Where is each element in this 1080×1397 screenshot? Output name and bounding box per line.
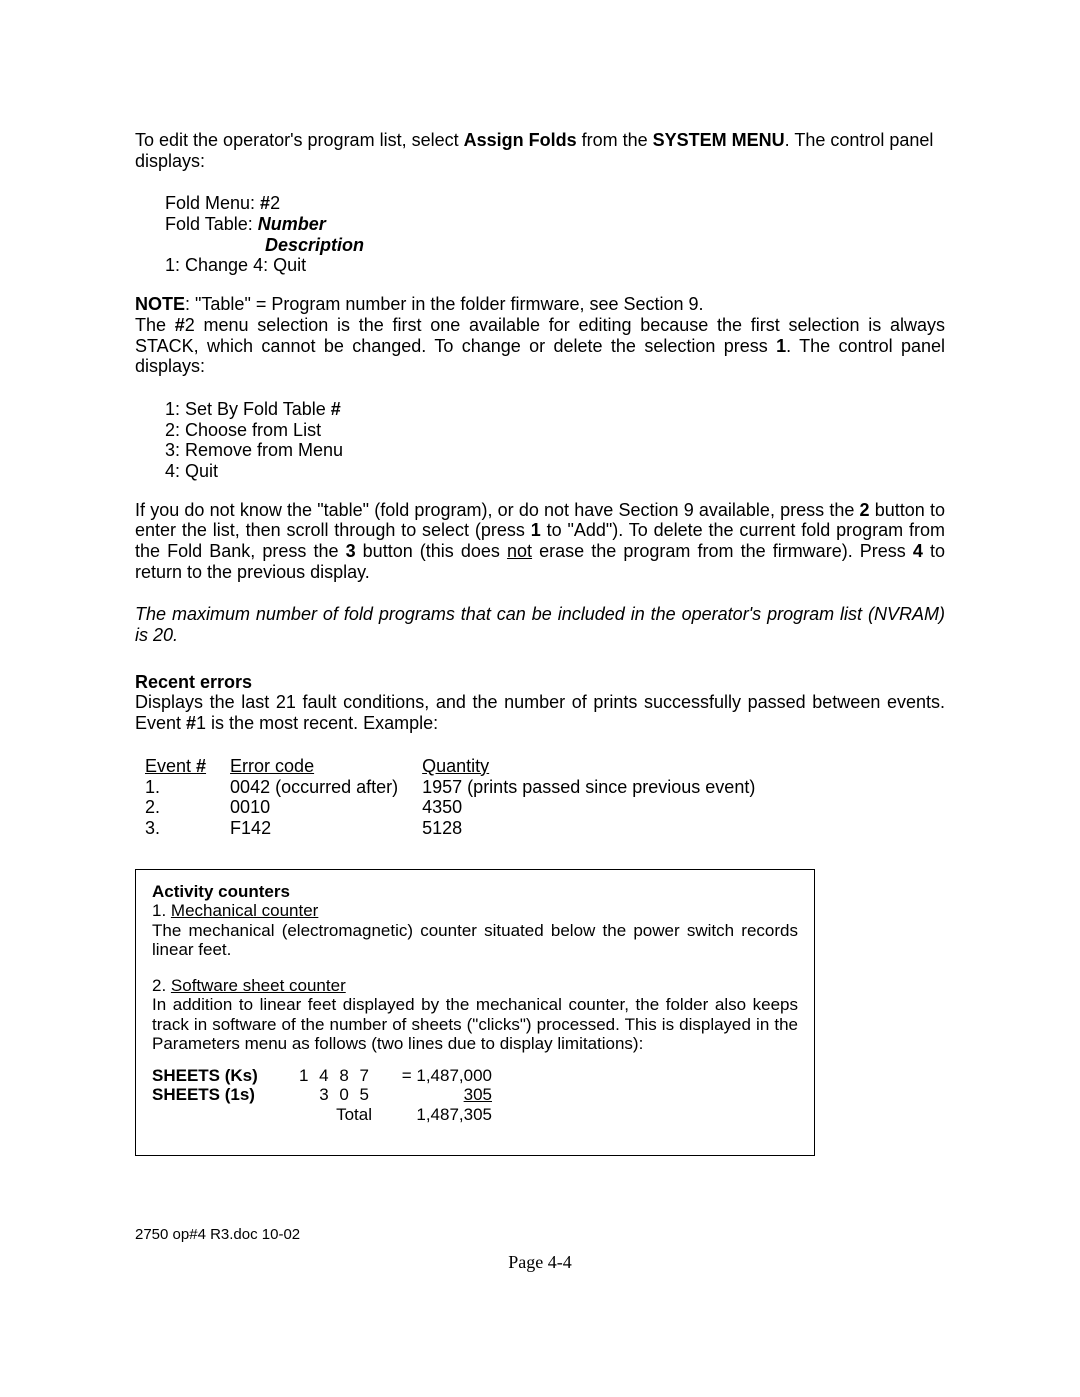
- text: Fold Table:: [165, 214, 258, 234]
- col-qty: Quantity: [422, 756, 779, 777]
- activity-heading: Activity counters: [152, 882, 798, 902]
- menu-item: 1: Set By Fold Table #: [165, 399, 945, 420]
- page-number: Page 4-4: [0, 1252, 1080, 1273]
- recent-errors-desc: Displays the last 21 fault conditions, a…: [135, 692, 945, 733]
- col-event: Event #: [135, 756, 230, 777]
- fold-menu-display: Fold Menu: #2 Fold Table: Number Descrip…: [165, 193, 945, 276]
- text: Software sheet counter: [171, 976, 346, 995]
- text: If you do not know the "table" (fold pro…: [135, 500, 860, 520]
- col-code: Error code: [230, 756, 422, 777]
- cell: = 1,487,000: [372, 1066, 492, 1086]
- line: Fold Menu: #2: [165, 193, 945, 214]
- menu-item: 4: Quit: [165, 461, 945, 482]
- text: #: [260, 193, 270, 213]
- line: 1: Change 4: Quit: [165, 255, 945, 276]
- table-header-row: Event # Error code Quantity: [135, 756, 779, 777]
- table-row: SHEETS (Ks) 1 4 8 7 = 1,487,000: [152, 1066, 492, 1086]
- text: Event: [145, 756, 196, 776]
- cell: [152, 1105, 282, 1125]
- text: button (this does: [356, 541, 507, 561]
- text: : "Table" = Program number in the folder…: [185, 294, 704, 314]
- cell: 1.: [135, 777, 230, 798]
- instructions-paragraph: If you do not know the "table" (fold pro…: [135, 500, 945, 583]
- text: 1: Set By Fold Table: [165, 399, 331, 419]
- table-row: Total 1,487,305: [152, 1105, 492, 1125]
- software-counter-desc: In addition to linear feet displayed by …: [152, 995, 798, 1054]
- subheading-2: 2. Software sheet counter: [152, 976, 798, 996]
- cell: 0010: [230, 797, 422, 818]
- table-row: 1. 0042 (occurred after) 1957 (prints pa…: [135, 777, 779, 798]
- text: 2: [270, 193, 280, 213]
- table-row: 3. F142 5128: [135, 818, 779, 839]
- text: 3: [346, 541, 356, 561]
- cell: 5128: [422, 818, 779, 839]
- note-paragraph: NOTE: "Table" = Program number in the fo…: [135, 294, 945, 377]
- text: #: [186, 713, 196, 733]
- text: The: [135, 315, 175, 335]
- table-row: 2. 0010 4350: [135, 797, 779, 818]
- text: To edit the operator's program list, sel…: [135, 130, 464, 150]
- cell: 1957 (prints passed since previous event…: [422, 777, 779, 798]
- recent-errors-heading: Recent errors: [135, 672, 945, 693]
- text: 2: [860, 500, 870, 520]
- cell: SHEETS (1s): [152, 1085, 282, 1105]
- footer-doc-id: 2750 op#4 R3.doc 10-02: [135, 1226, 945, 1243]
- text: 1 is the most recent. Example:: [196, 713, 438, 733]
- text: Fold Menu:: [165, 193, 260, 213]
- cell: 3.: [135, 818, 230, 839]
- menu-item: 3: Remove from Menu: [165, 440, 945, 461]
- assign-folds-label: Assign Folds: [464, 130, 577, 150]
- cell: F142: [230, 818, 422, 839]
- text: 4: [913, 541, 923, 561]
- system-menu-label: SYSTEM MENU: [653, 130, 785, 150]
- text: #: [175, 315, 185, 335]
- text: not: [507, 541, 532, 561]
- text: Number: [258, 214, 326, 234]
- subheading-1: 1. Mechanical counter: [152, 901, 798, 921]
- cell: SHEETS (Ks): [152, 1066, 282, 1086]
- text: #: [196, 756, 206, 776]
- text: 1.: [152, 901, 171, 920]
- max-note: The maximum number of fold programs that…: [135, 604, 945, 645]
- error-table: Event # Error code Quantity 1. 0042 (occ…: [135, 756, 779, 839]
- cell: 4350: [422, 797, 779, 818]
- activity-counters-box: Activity counters 1. Mechanical counter …: [135, 869, 815, 1156]
- text: erase the program from the firmware). Pr…: [532, 541, 913, 561]
- cell: 3 0 5: [282, 1085, 372, 1105]
- note-label: NOTE: [135, 294, 185, 314]
- text: 2.: [152, 976, 171, 995]
- intro-paragraph: To edit the operator's program list, sel…: [135, 130, 945, 171]
- cell: Total: [282, 1105, 372, 1125]
- text: 1: [776, 336, 786, 356]
- cell: 1,487,305: [372, 1105, 492, 1125]
- line: Description: [165, 235, 945, 256]
- mech-counter-desc: The mechanical (electromagnetic) counter…: [152, 921, 798, 960]
- text: Mechanical counter: [171, 901, 318, 920]
- cell: 0042 (occurred after): [230, 777, 422, 798]
- sheets-table: SHEETS (Ks) 1 4 8 7 = 1,487,000 SHEETS (…: [152, 1066, 492, 1125]
- cell: 1 4 8 7: [282, 1066, 372, 1086]
- table-row: SHEETS (1s) 3 0 5 305: [152, 1085, 492, 1105]
- line: Fold Table: Number: [165, 214, 945, 235]
- text: Description: [265, 235, 364, 255]
- cell: 2.: [135, 797, 230, 818]
- text: #: [331, 399, 341, 419]
- text: 1: [531, 520, 541, 540]
- cell: 305: [372, 1085, 492, 1105]
- menu-item: 2: Choose from List: [165, 420, 945, 441]
- menu-options: 1: Set By Fold Table # 2: Choose from Li…: [165, 399, 945, 482]
- text: from the: [577, 130, 653, 150]
